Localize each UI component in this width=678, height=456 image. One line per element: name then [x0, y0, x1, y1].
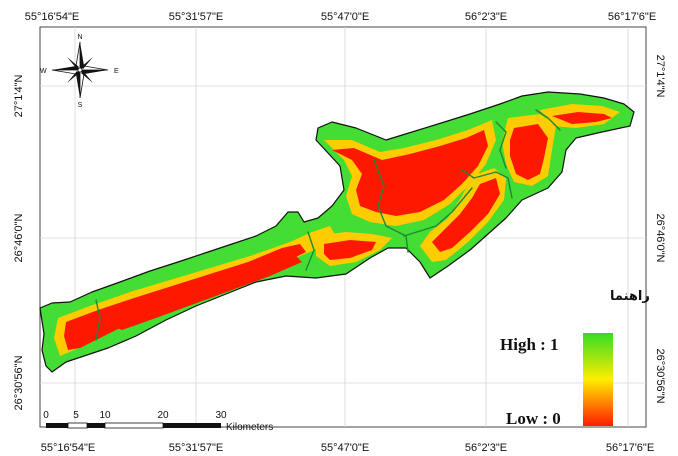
scale-tick-label: 30 [215, 410, 227, 421]
coords-right: 27°1'4"N 26°46'0"N 26°30'56"N [654, 55, 666, 404]
compass-rose-icon: N S E W [40, 34, 119, 109]
coord-right-label: 26°30'56"N [654, 348, 666, 403]
legend-title: راهنما [610, 289, 650, 304]
south-label: S [78, 102, 83, 109]
scale-tick-label: 5 [73, 410, 79, 421]
coords-bottom: 55°16'54"E 55°31'57"E 55°47'0"E 56°2'3"E… [41, 442, 654, 454]
coord-top-label: 55°47'0"E [321, 11, 369, 23]
coords-left: 27°1'4"N 26°46'0"N 26°30'56"N [13, 75, 25, 411]
west-label: W [40, 68, 47, 75]
coord-right-label: 26°46'0"N [654, 214, 666, 263]
coord-bottom-label: 56°17'6"E [606, 442, 654, 454]
high-value-cores [64, 112, 612, 350]
legend-high-label: High : 1 [500, 335, 559, 354]
coord-right-label: 27°1'4"N [654, 55, 666, 98]
east-label: E [114, 68, 119, 75]
coord-left-label: 26°46'0"N [13, 213, 25, 262]
coord-left-label: 26°30'56"N [13, 355, 25, 410]
legend: راهنما High : 1 Low : 0 [500, 289, 650, 428]
scale-unit-label: Kilometers [226, 422, 273, 433]
scale-bar: 0 5 10 20 30 Kilometers [43, 410, 273, 433]
coord-bottom-label: 55°47'0"E [321, 442, 369, 454]
scale-tick-label: 0 [43, 410, 49, 421]
coord-bottom-label: 55°31'57"E [169, 442, 223, 454]
legend-color-ramp [583, 333, 613, 426]
coord-top-label: 55°31'57"E [169, 11, 223, 23]
scale-tick-label: 20 [157, 410, 169, 421]
study-area [39, 91, 635, 373]
coord-top-label: 55°16'54"E [25, 11, 79, 23]
scale-tick-label: 10 [99, 410, 111, 421]
coord-bottom-label: 56°2'3"E [465, 442, 507, 454]
coord-bottom-label: 55°16'54"E [41, 442, 95, 454]
legend-low-label: Low : 0 [506, 409, 561, 428]
coord-left-label: 27°1'4"N [13, 75, 25, 118]
north-label: N [77, 34, 82, 41]
coord-top-label: 56°17'6"E [608, 11, 656, 23]
subbasin-boundaries [95, 109, 561, 341]
coords-top: 55°16'54"E 55°31'57"E 55°47'0"E 56°2'3"E… [25, 11, 656, 23]
graticule [40, 27, 646, 427]
coord-top-label: 56°2'3"E [465, 11, 507, 23]
